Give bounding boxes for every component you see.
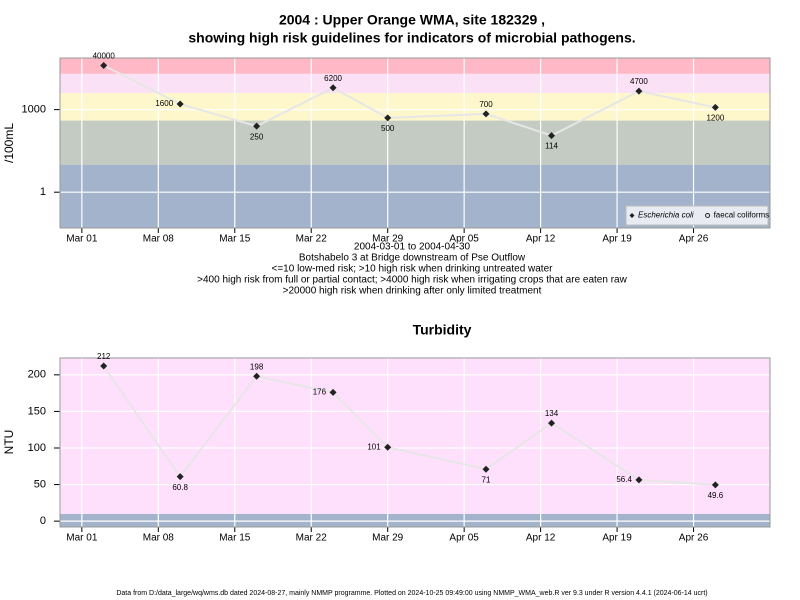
data-label: 60.8 xyxy=(172,483,188,492)
x-tick-label: Apr 19 xyxy=(602,234,632,245)
data-label: 176 xyxy=(313,387,327,396)
marker xyxy=(384,443,392,451)
marker xyxy=(548,419,556,427)
plot-frame xyxy=(59,357,771,528)
chart-note: Botshabelo 3 at Bridge downstream of Pse… xyxy=(299,253,526,264)
data-label: 198 xyxy=(250,362,264,371)
x-tick-label: Mar 08 xyxy=(143,234,175,245)
marker xyxy=(711,103,719,111)
plot-frame xyxy=(59,57,771,229)
y-axis-label: /100mL xyxy=(2,123,16,163)
x-tick-label: Mar 29 xyxy=(372,234,404,245)
legend-marker xyxy=(629,213,635,218)
marker xyxy=(329,388,337,396)
x-tick-label: Apr 12 xyxy=(526,533,556,544)
data-label: 500 xyxy=(381,124,395,133)
x-tick-label: Mar 01 xyxy=(66,234,98,245)
x-tick-label: Mar 08 xyxy=(143,533,175,544)
data-label: 6200 xyxy=(324,74,342,83)
marker xyxy=(253,122,261,130)
y-tick-label: 0 xyxy=(40,515,46,527)
data-label: 1200 xyxy=(706,114,724,123)
chart-note: >20000 high risk when drinking after onl… xyxy=(283,286,542,297)
marker xyxy=(176,473,184,481)
data-label: 40000 xyxy=(93,52,116,61)
x-tick-label: Mar 15 xyxy=(219,533,251,544)
footer: Data from D:/data_large/wq/wms.db dated … xyxy=(116,590,707,597)
x-tick-label: Apr 05 xyxy=(449,234,479,245)
band xyxy=(60,513,770,527)
marker xyxy=(176,100,184,108)
marker xyxy=(635,87,643,95)
marker xyxy=(100,62,108,70)
data-label: 114 xyxy=(545,142,558,151)
data-label: 4700 xyxy=(630,77,648,86)
data-label: 700 xyxy=(479,100,493,109)
x-tick-label: Mar 29 xyxy=(372,533,404,544)
y-tick-label: 100 xyxy=(28,442,46,454)
band xyxy=(60,58,770,74)
legend-box xyxy=(625,205,769,226)
band xyxy=(60,73,770,94)
chart-note: <=10 low-med risk; >10 high risk when dr… xyxy=(272,264,554,275)
chart-title: 2004 : Upper Orange WMA, site 182329 , xyxy=(279,12,545,28)
data-label: 101 xyxy=(367,442,381,451)
x-tick-label: Apr 26 xyxy=(679,234,709,245)
y-axis-label: NTU xyxy=(2,430,16,455)
data-label: 212 xyxy=(97,352,111,361)
marker xyxy=(482,110,490,118)
marker xyxy=(635,476,643,484)
marker xyxy=(482,465,490,473)
x-tick-label: Apr 26 xyxy=(679,533,709,544)
legend-label: Escherichia coli xyxy=(638,211,694,220)
x-tick-label: Mar 01 xyxy=(66,533,98,544)
y-tick-label: 1 xyxy=(40,186,46,198)
y-tick-label: 200 xyxy=(28,369,46,381)
y-tick-label: 150 xyxy=(28,405,46,417)
chart-subtitle: showing high risk guidelines for indicat… xyxy=(188,30,635,46)
marker xyxy=(329,84,337,92)
y-tick-label: 50 xyxy=(34,478,46,490)
legend-marker xyxy=(705,213,711,218)
y-tick-label: 1000 xyxy=(22,104,46,116)
x-tick-label: Mar 15 xyxy=(219,234,251,245)
x-tick-label: Mar 22 xyxy=(296,234,328,245)
chart-note: >400 high risk from full or partial cont… xyxy=(197,275,627,286)
x-tick-label: Mar 22 xyxy=(296,533,328,544)
marker xyxy=(100,362,108,370)
x-tick-label: Apr 12 xyxy=(526,234,556,245)
data-label: 71 xyxy=(482,475,491,484)
x-tick-label: Apr 19 xyxy=(602,533,632,544)
band xyxy=(60,120,770,165)
legend-label: faecal coliforms xyxy=(714,211,770,220)
data-label: 49.6 xyxy=(708,491,724,500)
marker xyxy=(711,481,719,489)
band xyxy=(60,358,770,514)
marker xyxy=(384,114,392,122)
x-tick-label: Apr 05 xyxy=(449,533,479,544)
data-label: 1600 xyxy=(155,99,173,108)
data-label: 250 xyxy=(250,132,264,141)
marker xyxy=(253,372,261,380)
chart-title: Turbidity xyxy=(413,322,472,338)
chart-note: 2004-03-01 to 2004-04-30 xyxy=(354,242,471,253)
data-label: 134 xyxy=(545,409,559,418)
data-label: 56.4 xyxy=(616,475,632,484)
marker xyxy=(548,132,556,140)
